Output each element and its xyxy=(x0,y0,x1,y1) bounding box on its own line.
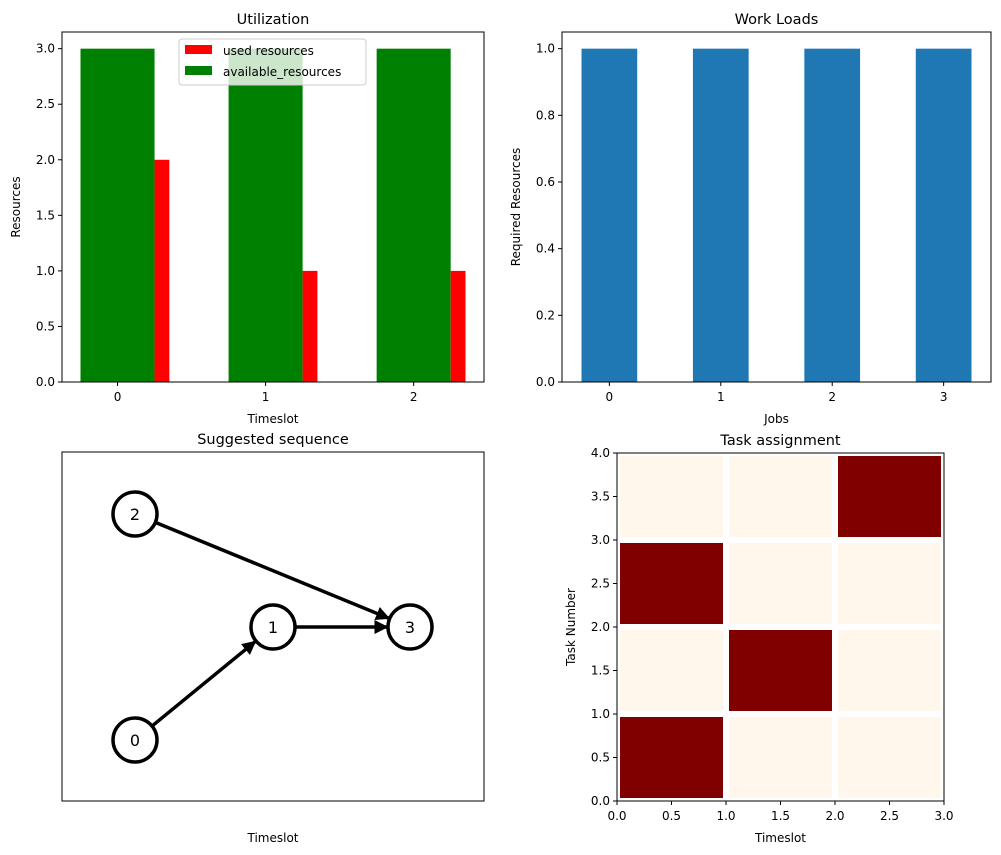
unassigned-cell xyxy=(832,624,947,717)
chart-title: Task assignment xyxy=(719,433,841,449)
legend: used resources available_resources xyxy=(178,38,367,86)
x-tick-label: 1.0 xyxy=(716,809,735,823)
y-tick-label: 0.5 xyxy=(591,751,610,765)
assigned-cell xyxy=(723,624,838,717)
chart-title: Suggested sequence xyxy=(197,432,349,448)
x-tick-label: 0.5 xyxy=(662,809,681,823)
y-tick-label: 2.0 xyxy=(591,620,610,634)
workload-bar xyxy=(915,48,972,383)
chart-title: Utilization xyxy=(237,12,310,28)
legend-box xyxy=(178,38,367,86)
x-tick-label: 1 xyxy=(717,390,725,404)
unassigned-cell xyxy=(832,537,947,630)
y-tick-label: 3.5 xyxy=(591,490,610,504)
y-axis-label: Required Resources xyxy=(509,148,523,267)
y-tick-label: 0.2 xyxy=(536,308,555,322)
workloads-chart: 0 1 2 3 0.0 0.2 0.4 0.6 0.8 1.0 Work Loads Jobs Requ… xyxy=(509,12,992,426)
legend-swatch xyxy=(185,66,212,75)
legend-swatch xyxy=(185,45,212,54)
axes-frame xyxy=(61,451,485,802)
graph-node-label: 0 xyxy=(130,731,140,750)
y-tick-label: 1.5 xyxy=(591,664,610,678)
x-tick-label: 1.5 xyxy=(771,809,790,823)
graph-node xyxy=(249,603,297,651)
workload-bar xyxy=(692,48,749,383)
y-tick-label: 1.0 xyxy=(536,42,555,56)
legend-label: available_resources xyxy=(223,65,341,79)
graph-node-label: 2 xyxy=(130,505,140,524)
y-tick-label: 3.0 xyxy=(36,42,55,56)
assigned-cell xyxy=(614,711,729,804)
x-tick-label: 0 xyxy=(114,390,122,404)
x-tick-label: 3 xyxy=(940,390,948,404)
x-tick-label: 1 xyxy=(262,390,270,404)
assigned-cell xyxy=(832,450,947,543)
y-tick-label: 3.0 xyxy=(591,533,610,547)
y-tick-label: 2.5 xyxy=(591,577,610,591)
y-tick-label: 1.0 xyxy=(591,707,610,721)
unassigned-cell xyxy=(614,624,729,717)
graph-node xyxy=(386,603,434,651)
unassigned-cell xyxy=(832,711,947,804)
y-tick-label: 4.0 xyxy=(591,446,610,460)
graph-node-label: 3 xyxy=(405,618,415,637)
unassigned-cell xyxy=(723,711,838,804)
available-resources-bar xyxy=(80,48,155,383)
unassigned-cell xyxy=(723,537,838,630)
y-tick-label: 1.0 xyxy=(36,264,55,278)
graph-edge xyxy=(154,520,391,620)
utilization-chart: 0 1 2 0.0 0.5 1.0 1.5 2.0 2.5 3.0 Utilization Times… xyxy=(9,12,485,426)
y-tick-label: 2.0 xyxy=(36,153,55,167)
y-axis-label: Resources xyxy=(9,176,23,237)
y-tick-label: 0.6 xyxy=(536,175,555,189)
sequence-graph: Suggested sequence Timeslot 0 1 2 3 xyxy=(61,432,485,845)
x-tick-label: 0.0 xyxy=(607,809,626,823)
available-resources-bar xyxy=(228,48,303,383)
axes-frame xyxy=(561,31,992,383)
y-tick-label: 0.0 xyxy=(536,375,555,389)
y-tick-label: 0.4 xyxy=(536,242,555,256)
x-axis-label: Jobs xyxy=(763,412,789,426)
y-tick-label: 0.8 xyxy=(536,108,555,122)
assigned-cell xyxy=(614,537,729,630)
x-axis-label: Timeslot xyxy=(754,831,806,845)
axes-frame xyxy=(61,31,485,383)
x-tick-label: 3.0 xyxy=(934,809,953,823)
workload-bar xyxy=(804,48,861,383)
graph-edge xyxy=(150,640,257,728)
x-axis-label: Timeslot xyxy=(247,831,299,845)
graph-node-label: 1 xyxy=(268,618,278,637)
y-tick-label: 1.5 xyxy=(36,208,55,222)
unassigned-cell xyxy=(723,450,838,543)
graph-node xyxy=(111,716,159,764)
graph-node xyxy=(111,490,159,538)
task-assignment-heatmap: 0.0 0.5 1.0 1.5 2.0 2.5 3.0 0.0 0.5 1.0 1.5 2.0 2.5 3… xyxy=(564,433,954,845)
x-tick-label: 0 xyxy=(606,390,614,404)
x-tick-label: 2 xyxy=(828,390,836,404)
used-resources-bar xyxy=(450,270,466,382)
chart-title: Work Loads xyxy=(735,12,819,28)
used-resources-bar xyxy=(154,159,170,382)
available-resources-bar xyxy=(376,48,451,383)
legend-label: used resources xyxy=(223,44,314,58)
unassigned-cell xyxy=(614,450,729,543)
x-axis-label: Timeslot xyxy=(247,412,299,426)
y-tick-label: 0.0 xyxy=(591,794,610,808)
y-tick-label: 2.5 xyxy=(36,97,55,111)
y-axis-label: Task Number xyxy=(564,588,578,667)
used-resources-bar xyxy=(302,270,318,382)
x-tick-label: 2.0 xyxy=(825,809,844,823)
x-tick-label: 2.5 xyxy=(880,809,899,823)
x-tick-label: 2 xyxy=(410,390,418,404)
y-tick-label: 0.0 xyxy=(36,375,55,389)
workload-bar xyxy=(581,48,638,383)
y-tick-label: 0.5 xyxy=(36,319,55,333)
